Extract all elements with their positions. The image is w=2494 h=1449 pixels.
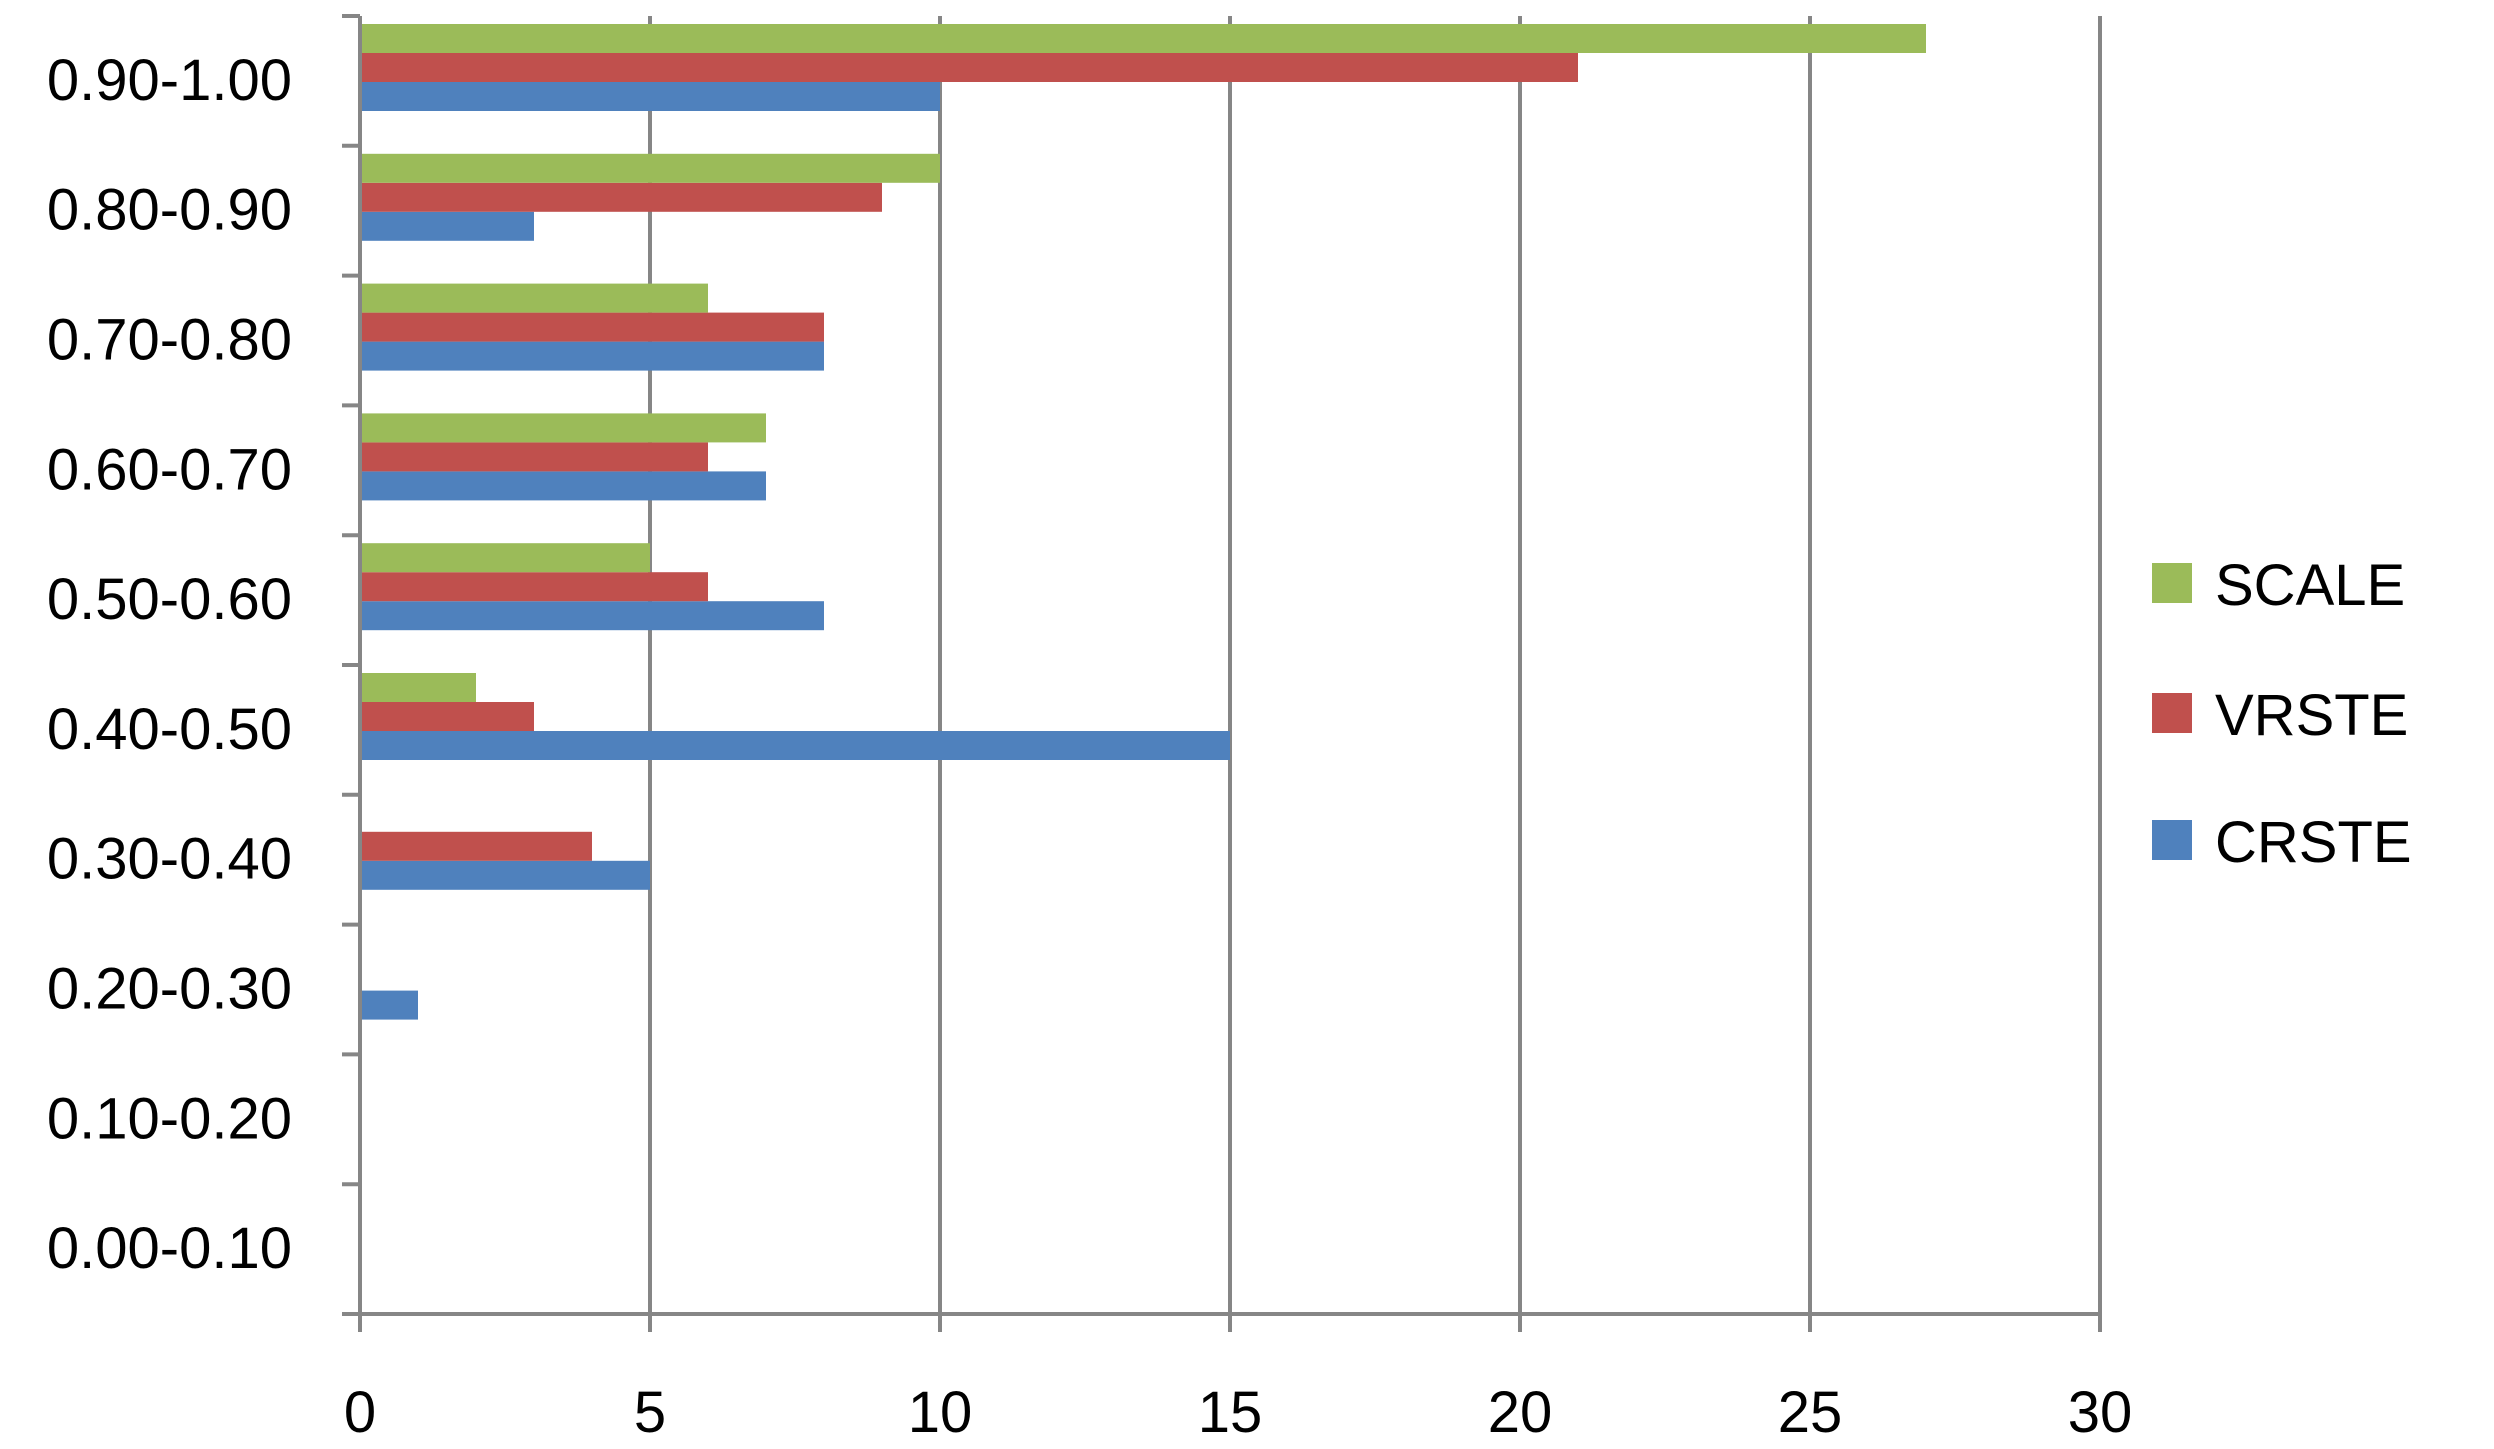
bar-crste-0.50-0.60 — [360, 601, 824, 631]
bar-scale-0.40-0.50 — [360, 673, 476, 702]
legend-label-crste: CRSTE — [2215, 810, 2412, 875]
tick-labels: 0.00-0.10 0.10-0.20 0.20-0.30 0.30-0.40 0.40… — [47, 48, 2133, 1445]
bar-crste-0.60-0.70 — [360, 471, 766, 501]
axes — [342, 14, 2102, 1332]
legend-label-vrste: VRSTE — [2215, 683, 2408, 748]
bar-vrste-0.40-0.50 — [360, 702, 534, 731]
x-tick-label-0: 0 — [344, 1380, 376, 1444]
x-tick-label-20: 20 — [1488, 1380, 1553, 1444]
bar-crste-0.30-0.40 — [360, 860, 650, 890]
bar-crste-0.40-0.50 — [360, 731, 1230, 760]
bar-vrste-0.90-1.00 — [360, 53, 1578, 82]
bar-scale-0.90-1.00 — [360, 24, 1926, 53]
bar-vrste-0.30-0.40 — [360, 831, 592, 861]
bar-scale-0.60-0.70 — [360, 413, 766, 443]
legend: SCALE VRSTE CRSTE — [2152, 553, 2412, 875]
x-tick-label-30: 30 — [2068, 1380, 2133, 1444]
bar-scale-0.80-0.90 — [360, 153, 940, 183]
bar-crste-0.70-0.80 — [360, 341, 824, 371]
y-tick-label-0.40-0.50: 0.40-0.50 — [47, 697, 292, 762]
y-tick-label-0.60-0.70: 0.60-0.70 — [47, 437, 292, 502]
x-tick-label-25: 25 — [1778, 1380, 1843, 1444]
bar-scale-0.50-0.60 — [360, 543, 650, 573]
y-tick-label-0.30-0.40: 0.30-0.40 — [47, 827, 292, 892]
bar-crste-0.90-1.00 — [360, 82, 940, 111]
y-tick-label-0.80-0.90: 0.80-0.90 — [47, 178, 292, 243]
bars — [360, 24, 1926, 1020]
y-tick-label-0.10-0.20: 0.10-0.20 — [47, 1086, 292, 1151]
y-tick-label-0.70-0.80: 0.70-0.80 — [47, 308, 292, 373]
x-tick-label-10: 10 — [908, 1380, 973, 1444]
bar-crste-0.20-0.30 — [360, 990, 418, 1020]
y-tick-label-0.90-1.00: 0.90-1.00 — [47, 48, 292, 113]
bar-crste-0.80-0.90 — [360, 211, 534, 241]
x-tick-label-5: 5 — [634, 1380, 666, 1444]
bar-vrste-0.70-0.80 — [360, 312, 824, 342]
y-tick-label-0.50-0.60: 0.50-0.60 — [47, 567, 292, 632]
legend-swatch-crste — [2152, 820, 2192, 860]
x-tick-label-15: 15 — [1198, 1380, 1263, 1444]
gridlines — [648, 16, 2102, 1314]
legend-swatch-scale — [2152, 563, 2192, 603]
legend-label-scale: SCALE — [2215, 553, 2405, 618]
bar-scale-0.70-0.80 — [360, 283, 708, 313]
bar-vrste-0.80-0.90 — [360, 182, 882, 212]
legend-swatch-vrste — [2152, 693, 2192, 733]
bar-vrste-0.60-0.70 — [360, 442, 708, 472]
y-tick-label-0.20-0.30: 0.20-0.30 — [47, 957, 292, 1022]
y-tick-label-0.00-0.10: 0.00-0.10 — [47, 1216, 292, 1281]
bar-vrste-0.50-0.60 — [360, 572, 708, 602]
